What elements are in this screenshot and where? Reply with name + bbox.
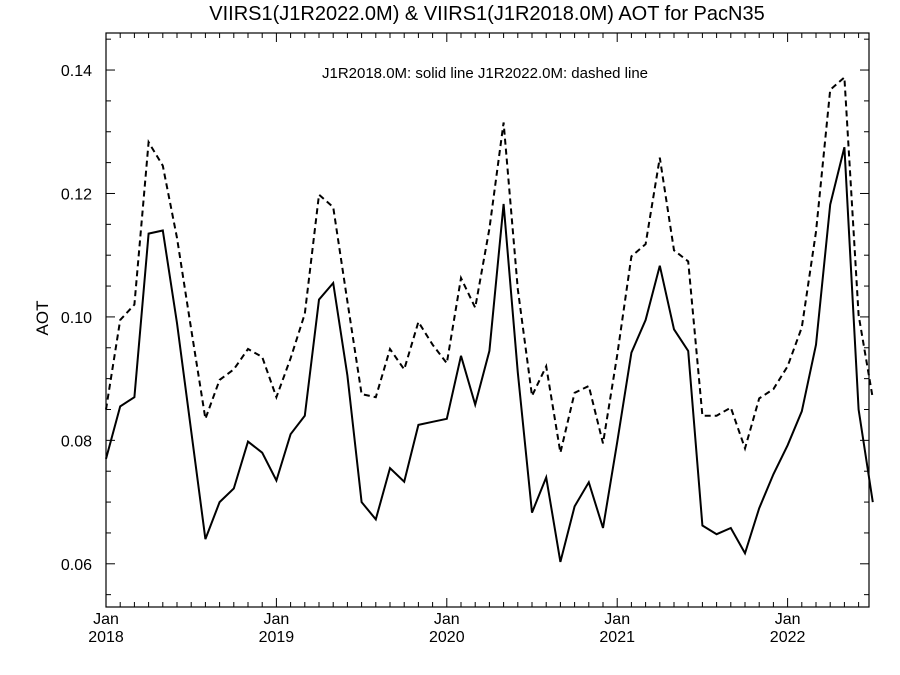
axis-ticks: 0.060.080.100.120.14Jan2018Jan2019Jan202… <box>61 33 869 646</box>
y-tick-label: 0.12 <box>61 186 92 203</box>
y-tick-label: 0.08 <box>61 433 92 450</box>
series-line-J1R2022.0M <box>105 75 874 453</box>
series-lines <box>105 75 874 563</box>
x-tick-label-year: 2020 <box>429 629 465 646</box>
x-tick-label-year: 2018 <box>88 629 124 646</box>
x-tick-label-year: 2021 <box>599 629 635 646</box>
series-line-J1R2018.0M <box>105 146 874 563</box>
plot-frame <box>105 32 870 608</box>
x-tick-label-month: Jan <box>604 611 630 628</box>
y-tick-label: 0.06 <box>61 557 92 574</box>
y-tick-label: 0.14 <box>61 63 92 80</box>
legend-annotation: J1R2018.0M: solid line J1R2022.0M: dashe… <box>322 65 648 82</box>
x-tick-label-month: Jan <box>434 611 460 628</box>
y-axis-label: AOT <box>33 301 52 336</box>
x-tick-label-year: 2022 <box>770 629 806 646</box>
y-tick-label: 0.10 <box>61 310 92 327</box>
x-tick-label-year: 2019 <box>259 629 295 646</box>
x-tick-label-month: Jan <box>93 611 119 628</box>
x-tick-label-month: Jan <box>264 611 290 628</box>
x-tick-label-month: Jan <box>775 611 801 628</box>
chart-title: VIIRS1(J1R2022.0M) & VIIRS1(J1R2018.0M) … <box>209 3 764 25</box>
